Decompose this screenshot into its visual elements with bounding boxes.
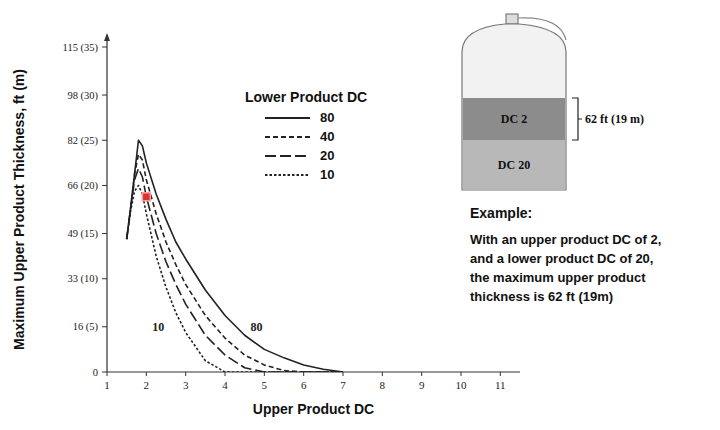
y-tick bbox=[102, 185, 107, 186]
example-title: Example: bbox=[470, 205, 532, 221]
y-tick-label: 66 (20) bbox=[67, 180, 98, 192]
tank-pipe bbox=[518, 18, 566, 40]
tank-body bbox=[462, 24, 566, 190]
y-tick bbox=[102, 233, 107, 234]
x-tick bbox=[343, 372, 344, 376]
x-tick-label: 1 bbox=[104, 379, 110, 391]
x-tick-label: 11 bbox=[495, 379, 506, 391]
legend-label: 20 bbox=[320, 148, 334, 163]
legend-swatch bbox=[265, 136, 310, 138]
y-tick-label: 115 (35) bbox=[63, 42, 99, 54]
y-axis-arrow bbox=[104, 33, 110, 41]
x-tick bbox=[421, 372, 422, 376]
legend: Lower Product DC 80 40 20 10 bbox=[245, 89, 367, 182]
upper-product bbox=[463, 98, 565, 140]
x-axis-title: Upper Product DC bbox=[253, 401, 374, 417]
legend-swatch bbox=[265, 174, 310, 176]
y-tick-label: 16 (5) bbox=[73, 321, 99, 333]
x-tick bbox=[303, 372, 304, 376]
legend-swatch bbox=[265, 117, 310, 119]
series-line bbox=[127, 140, 343, 372]
curve-label: 10 bbox=[152, 320, 164, 334]
x-tick-label: 6 bbox=[301, 379, 307, 391]
example-line: With an upper product DC of 2, bbox=[470, 232, 661, 247]
y-tick bbox=[102, 372, 107, 373]
thickness-label: 62 ft (19 m) bbox=[585, 112, 644, 126]
y-tick-label: 98 (30) bbox=[67, 90, 98, 102]
x-tick bbox=[382, 372, 383, 376]
legend-swatch bbox=[265, 155, 310, 157]
example-note: Example: With an upper product DC of 2, an… bbox=[470, 205, 661, 304]
x-tick bbox=[146, 372, 147, 376]
lower-product bbox=[463, 140, 565, 189]
y-tick bbox=[102, 278, 107, 279]
y-tick bbox=[102, 140, 107, 141]
tank-neck bbox=[506, 14, 518, 24]
legend-label: 10 bbox=[320, 167, 334, 182]
lower-label: DC 20 bbox=[498, 158, 530, 172]
plot-data bbox=[127, 140, 343, 372]
x-tick-label: 3 bbox=[183, 379, 189, 391]
series-line bbox=[127, 169, 343, 372]
y-axis-title: Maximum Upper Product Thickness, ft (m) bbox=[11, 69, 27, 350]
y-tick-label: 0 bbox=[93, 367, 98, 378]
x-tick-label: 7 bbox=[340, 379, 346, 391]
y-tick bbox=[102, 95, 107, 96]
x-tick bbox=[225, 372, 226, 376]
x-tick-label: 10 bbox=[456, 379, 468, 391]
x-tick bbox=[185, 372, 186, 376]
axes: 0 16 (5) 33 (10) 49 (15) 66 (20) 82 (25) 98 (3… bbox=[63, 33, 520, 391]
legend-label: 40 bbox=[320, 129, 334, 144]
legend-label: 80 bbox=[320, 110, 334, 125]
series-line bbox=[127, 154, 343, 372]
example-line: and a lower product DC of 20, bbox=[470, 251, 653, 266]
x-tick bbox=[264, 372, 265, 376]
x-tick-label: 5 bbox=[262, 379, 268, 391]
y-tick-label: 33 (10) bbox=[67, 273, 98, 285]
x-tick-label: 4 bbox=[222, 379, 228, 391]
example-line: the maximum upper product bbox=[470, 270, 646, 285]
y-axis-line bbox=[106, 35, 107, 372]
chart: 0 16 (5) 33 (10) 49 (15) 66 (20) 82 (25) 98 (3… bbox=[0, 0, 720, 430]
y-tick bbox=[102, 326, 107, 327]
legend-title: Lower Product DC bbox=[245, 89, 367, 105]
x-tick-label: 8 bbox=[380, 379, 386, 391]
y-tick-label: 82 (25) bbox=[67, 135, 98, 147]
upper-label: DC 2 bbox=[501, 112, 527, 126]
thickness-bracket bbox=[572, 98, 582, 140]
x-tick bbox=[461, 372, 462, 376]
y-tick bbox=[102, 47, 107, 48]
x-tick bbox=[107, 372, 108, 376]
tank-inset: DC 2 DC 20 62 ft (19 m) bbox=[462, 14, 644, 190]
highlight-marker bbox=[142, 193, 150, 201]
x-tick bbox=[500, 372, 501, 376]
x-tick-label: 2 bbox=[144, 379, 150, 391]
series-line bbox=[127, 185, 343, 372]
curve-label: 80 bbox=[250, 320, 262, 334]
x-tick-label: 9 bbox=[419, 379, 425, 391]
y-tick-label: 49 (15) bbox=[67, 228, 98, 240]
example-line: thickness is 62 ft (19m) bbox=[470, 289, 613, 304]
